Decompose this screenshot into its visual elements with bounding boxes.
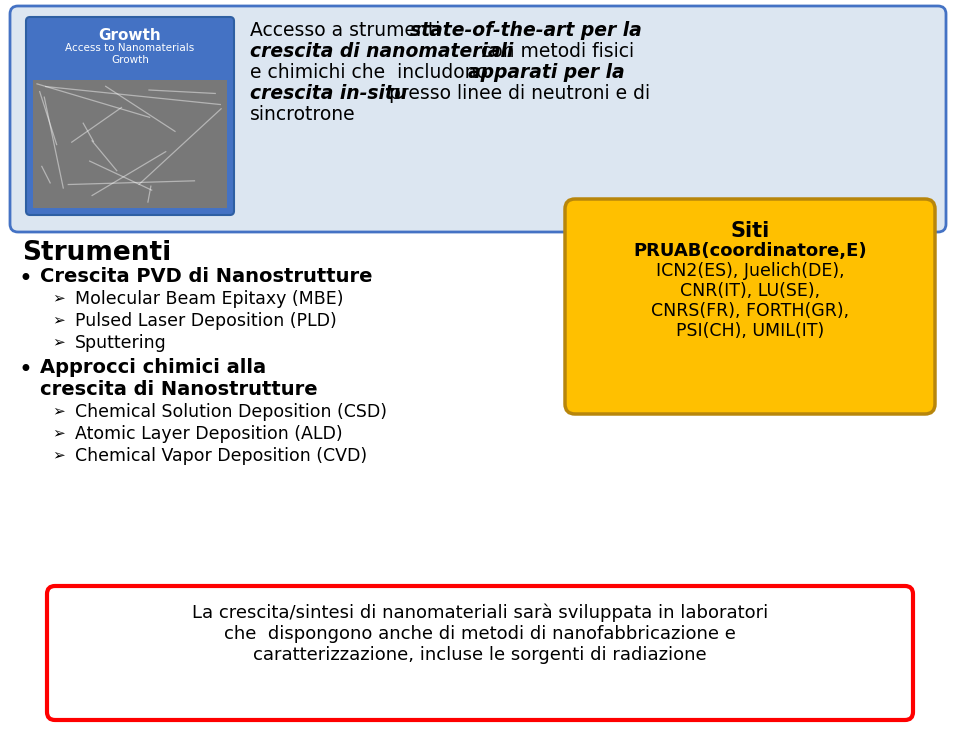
Text: PSI(CH), UMIL(IT): PSI(CH), UMIL(IT) bbox=[676, 322, 824, 340]
Text: CNR(IT), LU(SE),: CNR(IT), LU(SE), bbox=[680, 282, 820, 300]
Text: ➢: ➢ bbox=[52, 425, 64, 440]
Text: Growth: Growth bbox=[99, 28, 161, 43]
Text: La crescita/sintesi di nanomateriali sarà sviluppata in laboratori: La crescita/sintesi di nanomateriali sar… bbox=[192, 604, 768, 623]
Text: crescita di nanomateriali: crescita di nanomateriali bbox=[250, 42, 514, 61]
Text: crescita in-situ: crescita in-situ bbox=[250, 84, 407, 103]
Text: ➢: ➢ bbox=[52, 447, 64, 462]
Text: Siti: Siti bbox=[731, 221, 770, 241]
Text: presso linee di neutroni e di: presso linee di neutroni e di bbox=[383, 84, 650, 103]
Text: •: • bbox=[18, 267, 32, 291]
FancyBboxPatch shape bbox=[565, 199, 935, 414]
Text: ICN2(ES), Juelich(DE),: ICN2(ES), Juelich(DE), bbox=[656, 262, 844, 280]
FancyBboxPatch shape bbox=[33, 80, 227, 208]
FancyBboxPatch shape bbox=[26, 17, 234, 215]
Text: caratterizzazione, incluse le sorgenti di radiazione: caratterizzazione, incluse le sorgenti d… bbox=[253, 646, 707, 664]
Text: ➢: ➢ bbox=[52, 334, 64, 349]
Text: ➢: ➢ bbox=[52, 403, 64, 418]
Text: apparati per la: apparati per la bbox=[468, 63, 625, 82]
Text: Access to Nanomaterials: Access to Nanomaterials bbox=[65, 43, 195, 53]
Text: sincrotrone: sincrotrone bbox=[250, 105, 355, 124]
Text: PRUAB(coordinatore,E): PRUAB(coordinatore,E) bbox=[634, 242, 867, 260]
Text: Approcci chimici alla: Approcci chimici alla bbox=[40, 358, 266, 377]
Text: Strumenti: Strumenti bbox=[22, 240, 171, 266]
Text: Sputtering: Sputtering bbox=[75, 334, 167, 352]
Text: che  dispongono anche di metodi di nanofabbricazione e: che dispongono anche di metodi di nanofa… bbox=[224, 625, 736, 643]
Text: ➢: ➢ bbox=[52, 312, 64, 327]
Text: crescita di Nanostrutture: crescita di Nanostrutture bbox=[40, 380, 318, 399]
Text: Crescita PVD di Nanostrutture: Crescita PVD di Nanostrutture bbox=[40, 267, 372, 286]
Text: Pulsed Laser Deposition (PLD): Pulsed Laser Deposition (PLD) bbox=[75, 312, 337, 330]
Text: e chimichi che  includono: e chimichi che includono bbox=[250, 63, 493, 82]
Text: •: • bbox=[18, 358, 32, 382]
FancyBboxPatch shape bbox=[10, 6, 946, 232]
Text: state-of-the-art per la: state-of-the-art per la bbox=[410, 21, 641, 40]
Text: Chemical Solution Deposition (CSD): Chemical Solution Deposition (CSD) bbox=[75, 403, 387, 421]
Text: Accesso a strumenti: Accesso a strumenti bbox=[250, 21, 446, 40]
Text: Molecular Beam Epitaxy (MBE): Molecular Beam Epitaxy (MBE) bbox=[75, 290, 344, 308]
Text: Atomic Layer Deposition (ALD): Atomic Layer Deposition (ALD) bbox=[75, 425, 343, 443]
Text: con metodi fisici: con metodi fisici bbox=[475, 42, 635, 61]
Text: Chemical Vapor Deposition (CVD): Chemical Vapor Deposition (CVD) bbox=[75, 447, 367, 465]
Text: Growth: Growth bbox=[111, 55, 149, 65]
Text: CNRS(FR), FORTH(GR),: CNRS(FR), FORTH(GR), bbox=[651, 302, 849, 320]
Text: ➢: ➢ bbox=[52, 290, 64, 305]
FancyBboxPatch shape bbox=[47, 586, 913, 720]
